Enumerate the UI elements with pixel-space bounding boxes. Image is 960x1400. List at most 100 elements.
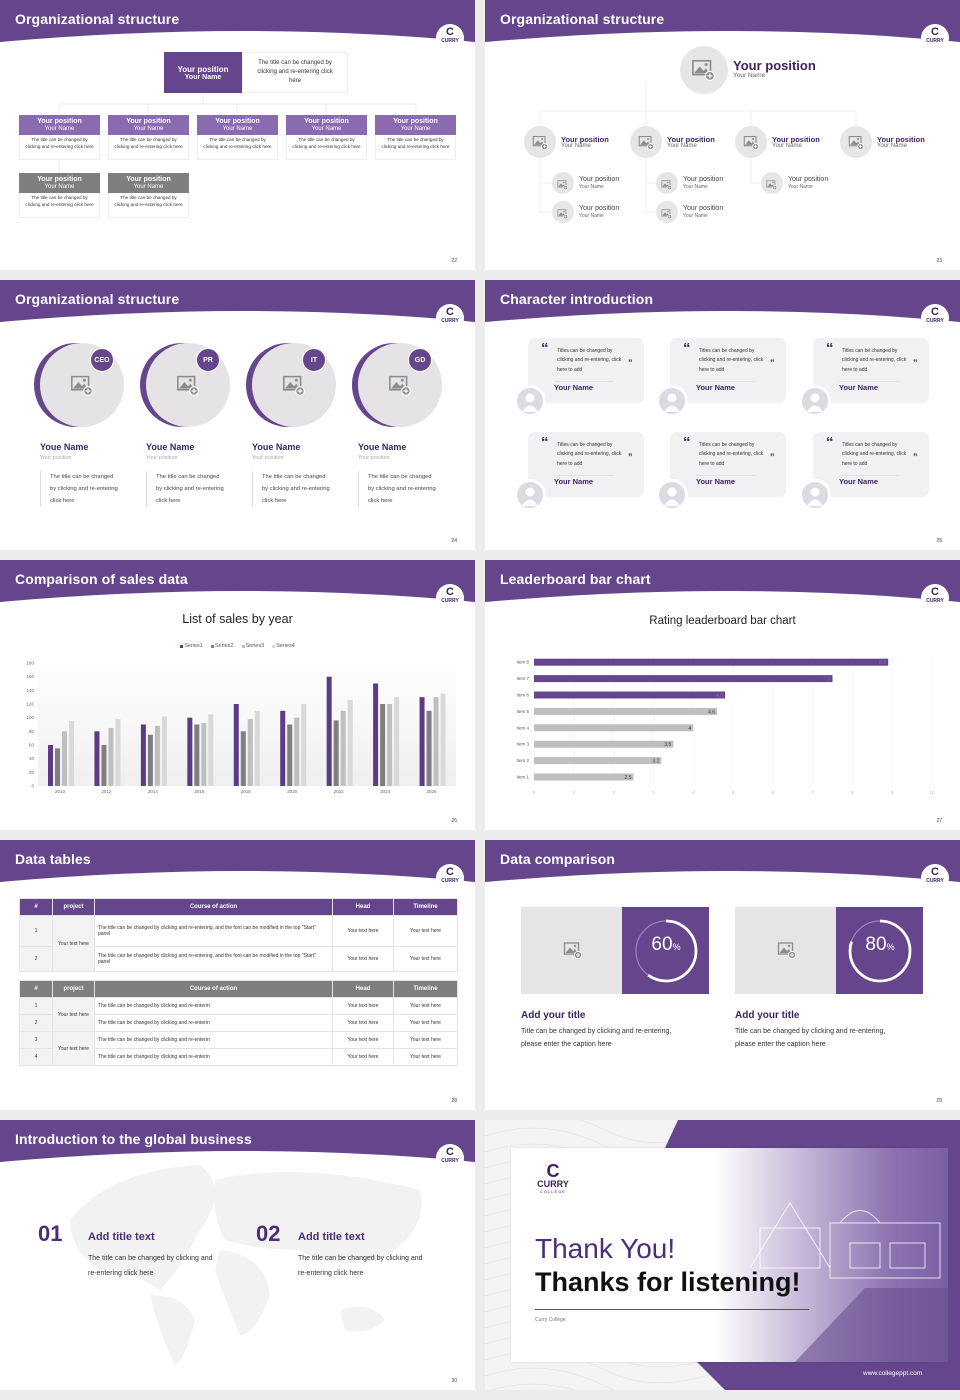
bar-series2-2010 bbox=[55, 748, 60, 786]
avatar[interactable] bbox=[656, 385, 688, 417]
testimonial-card[interactable] bbox=[528, 432, 644, 497]
image-placeholder-icon[interactable] bbox=[661, 206, 673, 219]
image-placeholder-icon[interactable] bbox=[661, 177, 673, 190]
bar-series4-2026 bbox=[440, 693, 446, 786]
user-icon bbox=[807, 487, 823, 506]
project-cell[interactable]: Your text here bbox=[52, 997, 95, 1032]
avatar-circle[interactable] bbox=[680, 46, 728, 94]
slide-leaderboard: Leaderboard bar chart C CURRY 27 Rating lead… bbox=[485, 560, 960, 830]
head-cell[interactable]: Your text here bbox=[332, 915, 394, 947]
website-link[interactable]: www.collegeppt.com bbox=[863, 1370, 923, 1377]
head-cell[interactable]: Your text here bbox=[332, 1014, 394, 1032]
position-box[interactable]: Your position Your Name bbox=[286, 115, 367, 135]
timeline-cell[interactable]: Your text here bbox=[393, 1014, 458, 1032]
testimonial-card[interactable] bbox=[670, 338, 786, 403]
value-label: 3.5 bbox=[664, 742, 671, 748]
position-box[interactable]: Your position Your Name bbox=[375, 115, 456, 135]
position-title: Your position bbox=[37, 117, 82, 125]
image-placeholder-icon[interactable] bbox=[388, 373, 412, 397]
head-cell[interactable]: Your text here bbox=[332, 946, 394, 972]
image-placeholder-icon[interactable] bbox=[638, 134, 655, 151]
legend-item[interactable]: Series3 bbox=[241, 643, 264, 649]
bar-series2-2012 bbox=[101, 745, 107, 786]
testimonial-card[interactable] bbox=[528, 338, 644, 403]
avatar[interactable] bbox=[514, 385, 546, 417]
avatar[interactable] bbox=[799, 385, 831, 417]
logo-letter: C bbox=[931, 306, 939, 318]
legend-item[interactable]: Series2 bbox=[210, 643, 234, 649]
table-row[interactable]: 2 The title can be changed by clicking an… bbox=[19, 1014, 458, 1032]
avatar-circle[interactable] bbox=[552, 201, 574, 223]
top-position-box[interactable]: Your position Your Name bbox=[164, 52, 242, 93]
image-placeholder-icon[interactable] bbox=[743, 134, 760, 151]
avatar[interactable] bbox=[656, 479, 688, 511]
timeline-cell[interactable]: Your text here bbox=[393, 946, 458, 972]
open-quote-icon: “ bbox=[683, 340, 691, 357]
table-row[interactable]: 1 Your text here The title can be changed … bbox=[19, 915, 458, 972]
position-box[interactable]: Your position Your Name bbox=[19, 173, 100, 193]
image-placeholder-icon[interactable] bbox=[70, 373, 94, 397]
avatar-circle[interactable] bbox=[630, 126, 662, 158]
action-cell[interactable]: The title can be changed by clicking and… bbox=[94, 1048, 333, 1066]
position-box[interactable]: Your position Your Name bbox=[108, 115, 189, 135]
slide-title: Organizational structure bbox=[15, 291, 180, 307]
position-title: Your position bbox=[126, 117, 171, 125]
quote-text: Titles can be changed by clicking and re… bbox=[842, 442, 907, 467]
head-cell[interactable]: Your text here bbox=[332, 997, 394, 1015]
action-cell[interactable]: The title can be changed by clicking and… bbox=[94, 997, 333, 1015]
table-row[interactable]: 1 Your text here The title can be changed … bbox=[19, 997, 458, 1032]
action-cell[interactable]: The title can be changed by clicking and… bbox=[94, 1031, 333, 1049]
project-cell[interactable]: Your text here bbox=[52, 1031, 95, 1066]
avatar[interactable] bbox=[514, 479, 546, 511]
timeline-cell[interactable]: Your text here bbox=[393, 1048, 458, 1066]
avatar-circle[interactable] bbox=[735, 126, 767, 158]
table-row[interactable]: 4 The title can be changed by clicking an… bbox=[19, 1048, 458, 1066]
image-placeholder-icon[interactable] bbox=[282, 373, 306, 397]
head-cell[interactable]: Your text here bbox=[332, 1031, 394, 1049]
image-placeholder-icon[interactable] bbox=[532, 134, 549, 151]
head-cell[interactable]: Your text here bbox=[332, 1048, 394, 1066]
avatar-circle[interactable] bbox=[524, 126, 556, 158]
campus-photo bbox=[715, 1148, 948, 1362]
x-tick-label: 2 bbox=[612, 790, 615, 795]
image-placeholder-icon[interactable] bbox=[557, 206, 569, 219]
image-placeholder-icon[interactable] bbox=[766, 177, 778, 190]
user-icon bbox=[522, 393, 538, 412]
logo: C CURRY bbox=[436, 304, 464, 332]
action-cell[interactable]: The title can be changed by clicking and… bbox=[94, 1014, 333, 1032]
image-placeholder-icon[interactable] bbox=[557, 177, 569, 190]
project-cell[interactable]: Your text here bbox=[52, 915, 95, 972]
testimonial-card[interactable] bbox=[813, 338, 929, 403]
slide-title: Data comparison bbox=[500, 851, 616, 867]
x-tick-label: 2016 bbox=[194, 789, 205, 794]
avatar-circle[interactable] bbox=[656, 172, 678, 194]
table-row[interactable]: 3 Your text here The title can be changed … bbox=[19, 1031, 458, 1066]
position-box[interactable]: Your position Your Name bbox=[197, 115, 278, 135]
avatar-circle[interactable] bbox=[656, 201, 678, 223]
image-placeholder-icon[interactable] bbox=[848, 134, 865, 151]
position-box[interactable]: Your position Your Name bbox=[108, 173, 189, 193]
legend-item[interactable]: Series1 bbox=[180, 643, 203, 649]
category-label: Item 6 bbox=[516, 693, 529, 698]
action-cell[interactable]: The title can be changed by clicking and… bbox=[94, 915, 333, 947]
table-row[interactable]: 2 The title can be changed by clicking an… bbox=[19, 946, 458, 972]
timeline-cell[interactable]: Your text here bbox=[393, 1031, 458, 1049]
image-placeholder-icon[interactable] bbox=[563, 940, 583, 960]
position-box[interactable]: Your position Your Name bbox=[19, 115, 100, 135]
avatar-circle[interactable] bbox=[761, 172, 783, 194]
timeline-cell[interactable]: Your text here bbox=[393, 915, 458, 947]
image-placeholder-icon[interactable] bbox=[176, 373, 200, 397]
x-tick-label: 7 bbox=[811, 790, 814, 795]
avatar-circle[interactable] bbox=[552, 172, 574, 194]
slide-team: Organizational structure C CURRY 24 CEO Youe … bbox=[0, 280, 475, 550]
testimonial-card[interactable] bbox=[670, 432, 786, 497]
image-placeholder-icon[interactable] bbox=[691, 57, 716, 82]
avatar[interactable] bbox=[799, 479, 831, 511]
avatar-circle[interactable] bbox=[840, 126, 872, 158]
timeline-cell[interactable]: Your text here bbox=[393, 997, 458, 1015]
legend-item[interactable]: Series4 bbox=[272, 643, 295, 649]
testimonial-card[interactable] bbox=[813, 432, 929, 497]
value-label: 4.6 bbox=[708, 709, 715, 715]
image-placeholder-icon[interactable] bbox=[777, 940, 797, 960]
action-cell[interactable]: The title can be changed by clicking and… bbox=[94, 946, 333, 972]
